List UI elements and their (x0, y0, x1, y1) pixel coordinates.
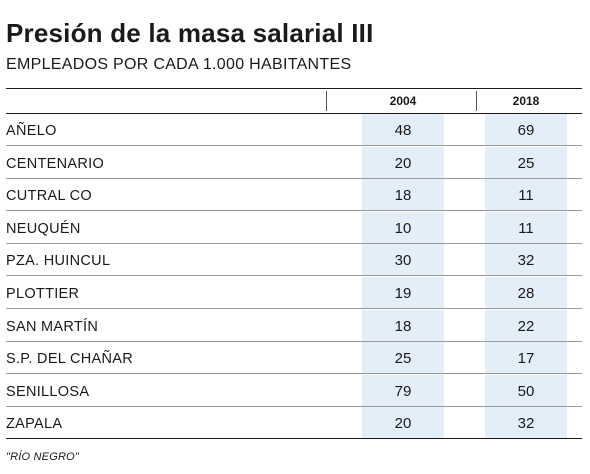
row-divider (6, 177, 582, 179)
value-cell-2004: 20 (362, 146, 444, 179)
chart-subtitle: EMPLEADOS POR CADA 1.000 HABITANTES (6, 56, 352, 73)
value-cell-2018: 50 (485, 374, 567, 407)
table-row: CENTENARIO 20 25 (6, 146, 582, 179)
value-cell-2018: 17 (485, 342, 567, 375)
row-divider (6, 438, 582, 440)
value-cell-2018: 32 (485, 407, 567, 440)
value-cell-2018: 32 (485, 244, 567, 277)
table-row: ZAPALA 20 32 (6, 407, 582, 440)
row-label: S.P. DEL CHAÑAR (6, 351, 133, 368)
table-header: 2004 2018 (6, 89, 582, 113)
row-label: ZAPALA (6, 416, 63, 433)
value-cell-2004: 20 (362, 407, 444, 440)
row-divider (6, 275, 582, 277)
footnote: "RÍO NEGRO" (6, 451, 79, 463)
value-cell-2004: 79 (362, 374, 444, 407)
value-cell-2018: 28 (485, 277, 567, 309)
top-rule (6, 88, 582, 89)
header-rule (6, 113, 582, 114)
table-row: PZA. HUINCUL 30 32 (6, 244, 582, 277)
row-label: CENTENARIO (6, 155, 105, 172)
table-row: AÑELO 48 69 (6, 114, 582, 146)
table-row: PLOTTIER 19 28 (6, 277, 582, 309)
value-cell-2004: 19 (362, 277, 444, 309)
row-label: CUTRAL CO (6, 188, 92, 205)
row-divider (6, 405, 582, 407)
value-cell-2004: 10 (362, 211, 444, 244)
column-header-2018: 2018 (512, 94, 540, 108)
value-cell-2004: 48 (362, 114, 444, 146)
row-label: PLOTTIER (6, 286, 80, 302)
table-row: SENILLOSA 79 50 (6, 374, 582, 407)
row-label: AÑELO (6, 123, 57, 139)
table-row: SAN MARTÍN 18 22 (6, 309, 582, 342)
table-row: NEUQUÉN 10 11 (6, 211, 582, 244)
chart-title: Presión de la masa salarial III (6, 18, 374, 48)
row-divider (6, 242, 582, 244)
value-cell-2018: 11 (485, 211, 567, 244)
value-cell-2004: 30 (362, 244, 444, 277)
row-divider (6, 340, 582, 342)
row-divider (6, 308, 582, 309)
table-row: CUTRAL CO 18 11 (6, 179, 582, 212)
value-cell-2004: 18 (362, 179, 444, 212)
header-divider (476, 91, 477, 111)
row-label: PZA. HUINCUL (6, 253, 111, 270)
row-label: SAN MARTÍN (6, 318, 99, 335)
table-row: S.P. DEL CHAÑAR 25 17 (6, 342, 582, 375)
row-divider (6, 373, 582, 375)
row-label: SENILLOSA (6, 383, 90, 400)
row-label: NEUQUÉN (6, 220, 81, 237)
value-cell-2018: 11 (485, 179, 567, 212)
header-divider (326, 91, 327, 111)
value-cell-2018: 25 (485, 146, 567, 179)
row-divider (6, 210, 582, 212)
column-header-2004: 2004 (389, 94, 417, 108)
value-cell-2018: 69 (485, 114, 567, 146)
value-cell-2004: 25 (362, 342, 444, 375)
row-divider (6, 145, 582, 146)
value-cell-2004: 18 (362, 309, 444, 342)
value-cell-2018: 22 (485, 309, 567, 342)
